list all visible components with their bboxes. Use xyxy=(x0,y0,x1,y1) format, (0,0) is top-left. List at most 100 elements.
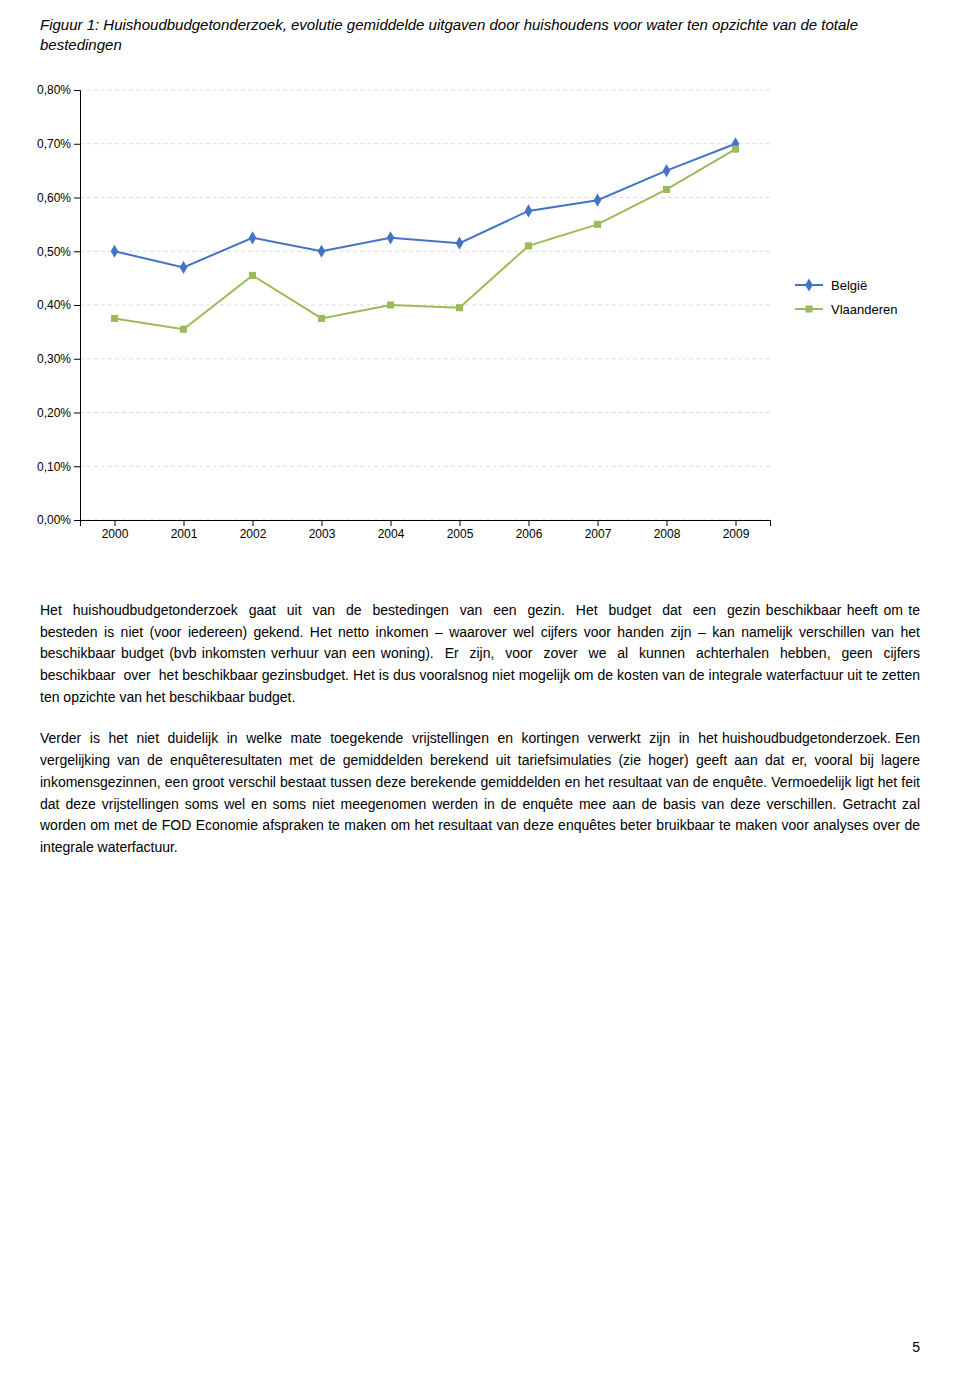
legend: België Vlaanderen xyxy=(795,278,898,317)
y-tick-mark xyxy=(74,466,80,467)
series-point xyxy=(525,242,532,249)
legend-marker xyxy=(805,278,813,291)
x-tick-mark xyxy=(253,520,254,526)
y-tick: 0,40% xyxy=(37,298,80,312)
x-tick-label: 2009 xyxy=(723,527,750,541)
x-tick-mark xyxy=(391,520,392,526)
x-tick-mark xyxy=(598,520,599,526)
x-tick: 2002 xyxy=(240,520,267,541)
x-tick: 2001 xyxy=(171,520,198,541)
series-point xyxy=(111,245,119,258)
series-point xyxy=(456,237,464,250)
y-tick-label: 0,00% xyxy=(37,513,71,527)
x-tick-mark xyxy=(184,520,185,526)
x-tick: 2004 xyxy=(378,520,405,541)
series-point xyxy=(594,221,601,228)
marks xyxy=(111,137,740,333)
chart: Figuur 1: Huishoudbudgetonderzoek, evolu… xyxy=(0,0,960,580)
y-tick-label: 0,40% xyxy=(37,298,71,312)
title-line: Figuur 1: Huishoudbudgetonderzoek, evolu… xyxy=(40,16,858,33)
x-tick-label: 2005 xyxy=(447,527,474,541)
series-point xyxy=(387,301,394,308)
x-tick-label: 2004 xyxy=(378,527,405,541)
y-tick-label: 0,10% xyxy=(37,460,71,474)
y-axis-line xyxy=(74,91,81,521)
y-tick-mark xyxy=(74,198,80,199)
paragraph: Het huishoudbudgetonderzoek gaat uit van… xyxy=(40,600,920,708)
grid-line xyxy=(80,358,770,359)
grid-line xyxy=(80,143,770,144)
x-tick-label: 2003 xyxy=(309,527,336,541)
series-point xyxy=(456,304,463,311)
series-point xyxy=(387,231,395,244)
y-tick-label: 0,60% xyxy=(37,191,71,205)
y-tick-mark xyxy=(74,359,80,360)
series-line xyxy=(115,144,736,268)
legend-label: Vlaanderen xyxy=(831,302,898,317)
series-point xyxy=(525,204,533,217)
x-tick-mark xyxy=(736,520,737,526)
grid-line xyxy=(80,466,770,467)
y-tick: 0,80% xyxy=(37,83,80,97)
x-tick: 2003 xyxy=(309,520,336,541)
y-tick: 0,30% xyxy=(37,352,80,366)
plot: 2000 2001 2002 2003 2004 2005 2006 2007 2008 2009… xyxy=(37,83,771,540)
series-point xyxy=(663,186,670,193)
series-point xyxy=(732,146,739,153)
series-point xyxy=(663,164,671,177)
series-point xyxy=(180,326,187,333)
y-tick-label: 0,70% xyxy=(37,137,71,151)
y-tick-mark xyxy=(74,144,80,145)
series-point xyxy=(318,245,326,258)
series-point xyxy=(249,272,256,279)
grid-line xyxy=(80,251,770,252)
y-tick-mark xyxy=(74,305,80,306)
x-axis: 2000 2001 2002 2003 2004 2005 2006 2007 2008 2009 xyxy=(81,520,771,541)
y-tick-mark xyxy=(74,413,80,414)
y-axis: 0,00% 0,10% 0,20% 0,30% 0,40% 0,50% 0,60% 0,70%… xyxy=(37,83,81,527)
x-tick-mark xyxy=(667,520,668,526)
y-tick: 0,60% xyxy=(37,191,80,205)
y-tick: 0,20% xyxy=(37,406,80,420)
x-tick: 2000 xyxy=(102,520,129,541)
paragraph: Verder is het niet duidelijk in welke ma… xyxy=(40,728,920,858)
x-tick: 2005 xyxy=(447,520,474,541)
legend-item: België xyxy=(795,278,867,293)
y-tick-mark xyxy=(74,520,80,521)
legend-label: België xyxy=(831,278,867,293)
x-tick-label: 2006 xyxy=(516,527,543,541)
x-tick-mark xyxy=(529,520,530,526)
x-tick-mark xyxy=(460,520,461,526)
page-number: 5 xyxy=(912,1339,920,1355)
y-tick-label: 0,30% xyxy=(37,352,71,366)
y-tick-mark xyxy=(74,251,80,252)
x-axis-line xyxy=(81,521,771,527)
series-point xyxy=(111,315,118,322)
x-tick: 2009 xyxy=(723,520,750,541)
x-tick: 2008 xyxy=(654,520,681,541)
grid-line xyxy=(80,197,770,198)
y-tick-label: 0,80% xyxy=(37,83,71,97)
grid xyxy=(80,90,770,520)
series-line xyxy=(115,149,736,329)
x-tick-label: 2002 xyxy=(240,527,267,541)
x-tick-label: 2007 xyxy=(585,527,612,541)
y-tick: 0,00% xyxy=(37,513,80,527)
y-tick-label: 0,50% xyxy=(37,245,71,259)
series-point xyxy=(594,194,602,207)
y-tick-mark xyxy=(74,90,80,91)
x-tick: 2006 xyxy=(516,520,543,541)
y-tick: 0,50% xyxy=(37,245,80,259)
title: Figuur 1: Huishoudbudgetonderzoek, evolu… xyxy=(40,16,858,53)
x-tick-label: 2008 xyxy=(654,527,681,541)
x-tick-label: 2000 xyxy=(102,527,129,541)
legend-item: Vlaanderen xyxy=(795,302,898,317)
x-tick-mark xyxy=(322,520,323,526)
grid-line xyxy=(80,412,770,413)
x-tick-mark xyxy=(115,520,116,526)
title-line: bestedingen xyxy=(40,36,122,53)
y-tick-label: 0,20% xyxy=(37,406,71,420)
grid-line xyxy=(80,90,770,91)
y-tick: 0,70% xyxy=(37,137,80,151)
y-tick: 0,10% xyxy=(37,460,80,474)
